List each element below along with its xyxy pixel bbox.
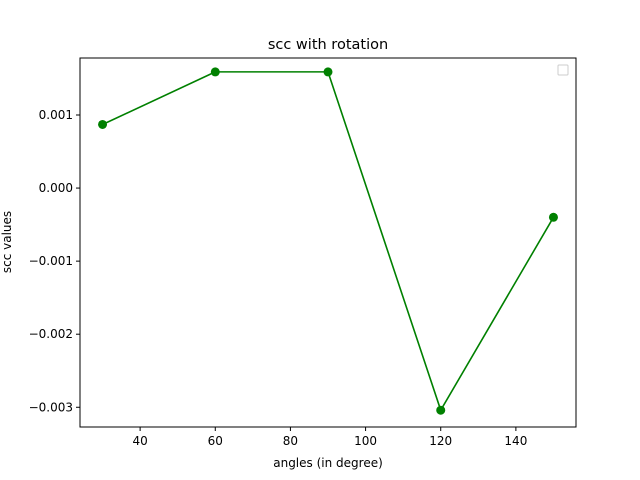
data-point (98, 119, 108, 129)
x-tick-label: 40 (132, 434, 147, 448)
y-axis-label: scc values (0, 211, 14, 273)
x-tick-label: 60 (208, 434, 223, 448)
series-line (102, 71, 555, 411)
series-layer (98, 67, 558, 415)
x-axis-ticks: 40 60 80 100 120 140 (132, 427, 527, 448)
y-tick-label: 0.000 (39, 181, 73, 195)
data-point (436, 405, 446, 415)
data-point (210, 67, 220, 77)
chart-title: scc with rotation (268, 37, 388, 53)
x-tick-label: 80 (283, 434, 298, 448)
y-tick-label: 0.001 (39, 108, 73, 122)
y-axis-ticks: 0.001 0.000 −0.001 −0.002 −0.003 (29, 108, 80, 414)
x-axis-label: angles (in degree) (273, 456, 383, 470)
x-tick-label: 140 (504, 434, 527, 448)
y-tick-label: −0.003 (29, 400, 73, 414)
x-tick-label: 100 (354, 434, 377, 448)
x-tick-label: 120 (429, 434, 452, 448)
y-tick-label: −0.002 (29, 327, 73, 341)
data-point (323, 67, 333, 77)
y-tick-label: −0.001 (29, 254, 73, 268)
data-point (548, 212, 558, 222)
legend-box (557, 64, 569, 76)
plot-area-frame (79, 57, 577, 428)
